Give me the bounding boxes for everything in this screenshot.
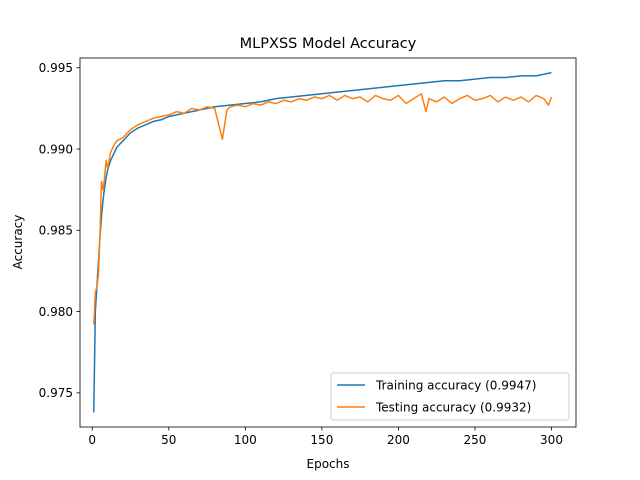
x-tick-label: 50 [161,433,176,447]
y-tick-label: 0.995 [39,61,73,75]
y-tick-label: 0.975 [39,386,73,400]
legend-label-1: Testing accuracy (0.9932) [375,401,531,415]
x-tick-label: 0 [88,433,96,447]
chart-title: MLPXSS Model Accuracy [240,36,417,52]
x-tick-label: 250 [464,433,487,447]
legend-label-0: Training accuracy (0.9947) [375,379,536,393]
y-tick-label: 0.980 [39,305,73,319]
x-tick-label: 300 [540,433,563,447]
series-line-0 [93,71,552,413]
y-tick-label: 0.990 [39,142,73,156]
legend-box [330,372,570,421]
legend: Training accuracy (0.9947) Testing accura… [330,372,570,421]
series-line-1 [93,93,553,325]
x-axis-label: Epochs [307,457,350,471]
x-tick-label: 200 [387,433,410,447]
y-axis-label: Accuracy [11,215,25,270]
y-tick-label: 0.985 [39,224,73,238]
x-tick-label: 100 [234,433,257,447]
x-tick-label: 150 [310,433,333,447]
plot-area: 0 50 100 150 200 250 300 0.975 0.980 0.985 0.990 0.… [39,57,577,447]
axes-frame [79,57,577,428]
